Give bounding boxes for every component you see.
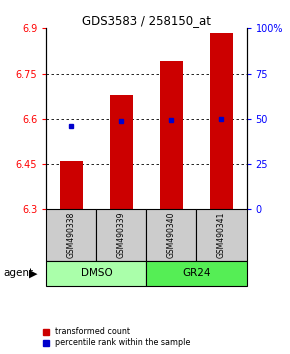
Text: GR24: GR24 [182, 268, 211, 279]
Bar [110, 95, 133, 210]
Bar [60, 161, 83, 210]
Text: DMSO: DMSO [81, 268, 112, 279]
Text: GSM490341: GSM490341 [217, 212, 226, 258]
Text: ▶: ▶ [29, 268, 37, 279]
Legend: transformed count, percentile rank within the sample: transformed count, percentile rank withi… [42, 327, 192, 348]
Bar [46, 261, 146, 286]
Title: GDS3583 / 258150_at: GDS3583 / 258150_at [82, 14, 211, 27]
Text: GSM490338: GSM490338 [67, 212, 76, 258]
Text: GSM490339: GSM490339 [117, 212, 126, 258]
Bar [160, 61, 183, 210]
Bar [146, 261, 246, 286]
Text: GSM490340: GSM490340 [167, 212, 176, 258]
Bar [46, 210, 96, 261]
Bar [146, 210, 197, 261]
Bar [96, 210, 146, 261]
Bar [197, 210, 246, 261]
Bar [210, 33, 233, 210]
Text: agent: agent [3, 268, 33, 279]
